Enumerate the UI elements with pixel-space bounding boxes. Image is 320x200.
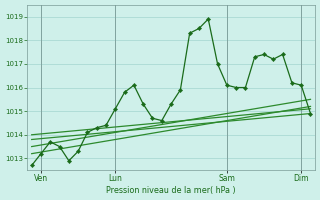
X-axis label: Pression niveau de la mer( hPa ): Pression niveau de la mer( hPa ) xyxy=(106,186,236,195)
